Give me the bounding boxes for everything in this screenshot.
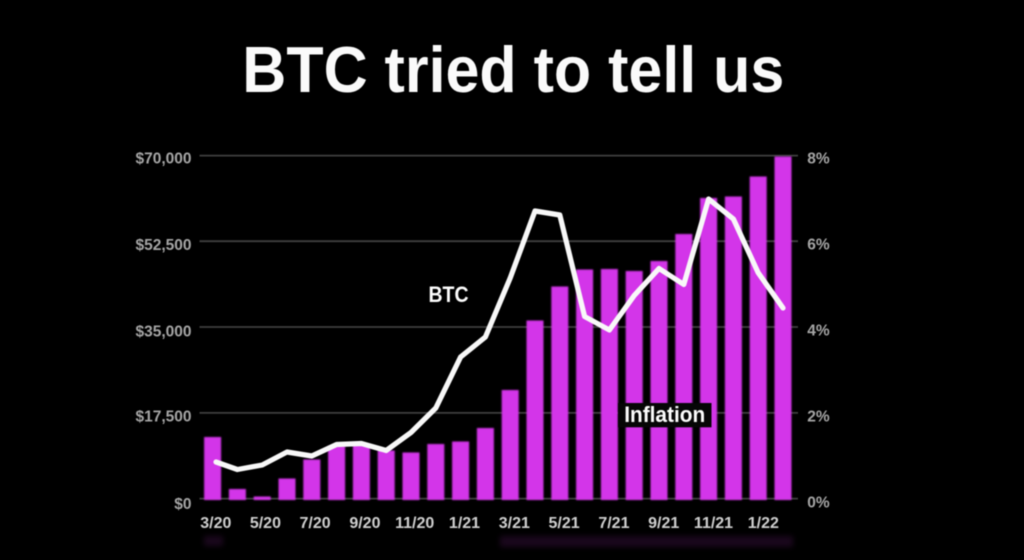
svg-text:2%: 2% [807,409,830,426]
svg-text:4%: 4% [807,323,830,340]
svg-text:$52,500: $52,500 [135,237,191,254]
svg-text:3/21: 3/21 [499,515,530,532]
svg-text:1/22: 1/22 [748,515,779,532]
svg-text:$17,500: $17,500 [135,409,191,426]
svg-text:BTC tried to tell us: BTC tried to tell us [242,34,784,106]
svg-text:9/20: 9/20 [349,515,380,532]
svg-text:Inflation: Inflation [624,402,705,427]
svg-text:8%: 8% [807,151,830,168]
svg-text:9/21: 9/21 [648,515,679,532]
svg-text:1/21: 1/21 [449,515,480,532]
svg-text:$70,000: $70,000 [135,150,191,167]
svg-text:$35,000: $35,000 [135,323,191,340]
svg-text:0%: 0% [807,495,830,512]
svg-text:7/21: 7/21 [598,515,629,532]
svg-text:11/21: 11/21 [694,515,733,532]
svg-text:6%: 6% [807,237,830,254]
svg-text:7/20: 7/20 [300,515,331,532]
svg-text:$0: $0 [174,496,191,513]
svg-text:BTC: BTC [429,282,469,307]
svg-text:5/20: 5/20 [250,515,281,532]
svg-text:5/21: 5/21 [549,515,580,532]
svg-text:3/20: 3/20 [200,515,231,532]
svg-text:11/20: 11/20 [395,515,434,532]
